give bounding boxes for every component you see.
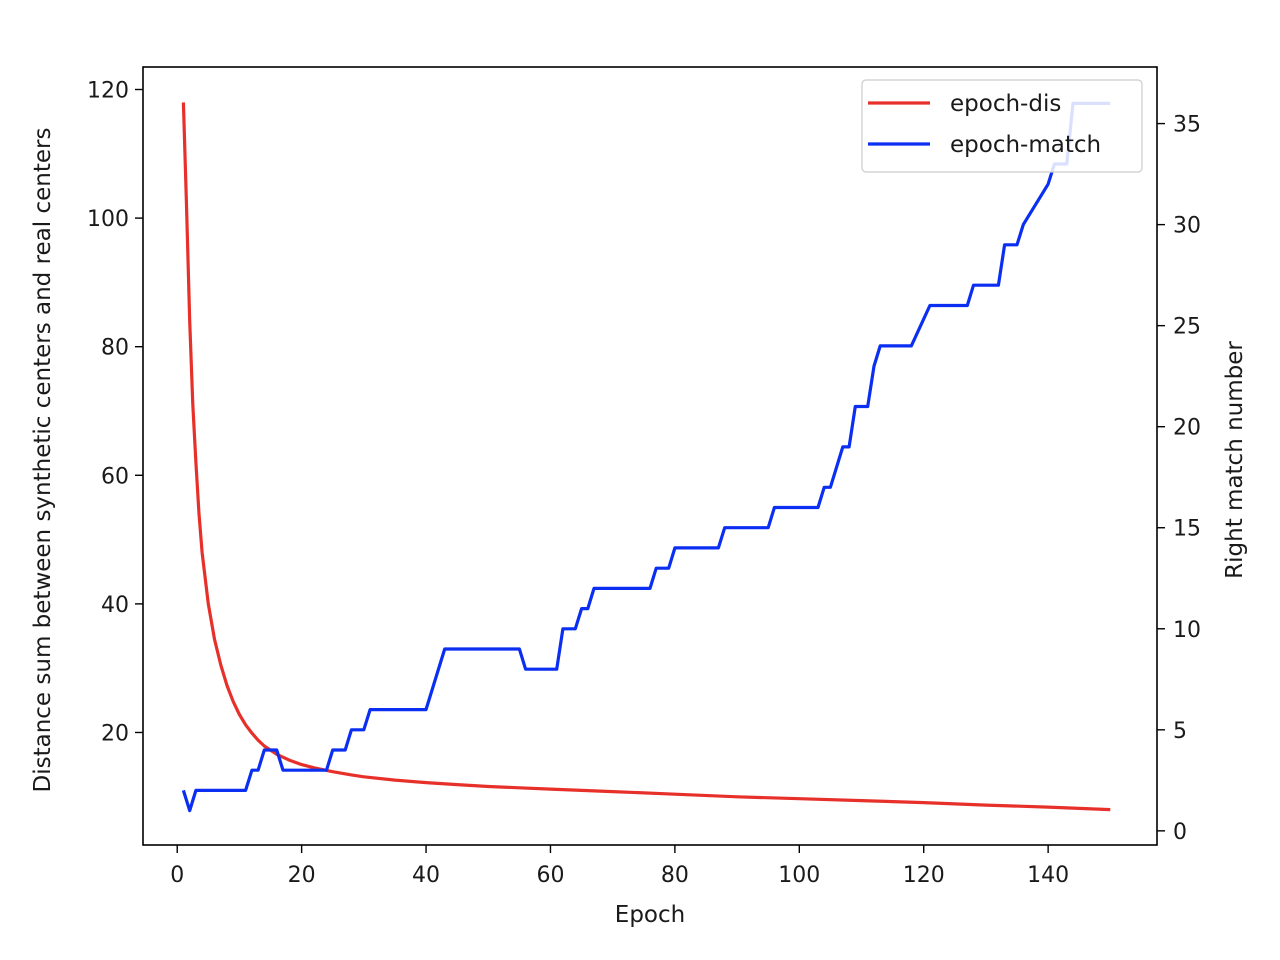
x-tick-label: 0 <box>170 863 184 888</box>
right-y-tick-label: 30 <box>1173 214 1201 239</box>
x-tick-label: 140 <box>1027 863 1069 888</box>
x-tick-label: 120 <box>903 863 945 888</box>
left-y-tick-label: 20 <box>101 721 129 746</box>
left-y-tick-label: 100 <box>87 207 129 232</box>
right-y-tick-label: 35 <box>1173 113 1201 138</box>
x-tick-label: 80 <box>661 863 689 888</box>
series-line-epoch-match <box>181 101 1111 813</box>
left-y-axis-ticks: 20 40 60 80 100 120 <box>87 79 143 746</box>
right-y-tick-label: 25 <box>1173 315 1201 340</box>
left-y-tick-label: 40 <box>101 593 129 618</box>
plot-frame <box>142 66 1158 846</box>
x-tick-label: 60 <box>536 863 564 888</box>
x-tick-label: 20 <box>288 863 316 888</box>
left-y-axis-label: Distance sum between synthetic centers a… <box>30 128 56 793</box>
x-tick-label: 100 <box>778 863 820 888</box>
right-y-tick-label: 10 <box>1173 618 1201 643</box>
right-y-axis-ticks: 0 5 10 15 20 25 30 35 <box>1157 113 1201 845</box>
legend-box <box>861 79 1143 173</box>
legend: epoch-dis epoch-match <box>861 79 1143 173</box>
left-y-tick-label: 120 <box>87 79 129 104</box>
right-y-axis-label: Right match number <box>1222 341 1248 579</box>
x-axis-label: Epoch <box>615 902 685 928</box>
legend-label-epoch-match: epoch-match <box>950 132 1101 158</box>
right-y-tick-label: 20 <box>1173 416 1201 441</box>
left-y-tick-label: 80 <box>101 336 129 361</box>
right-y-tick-label: 15 <box>1173 517 1201 542</box>
legend-label-epoch-dis: epoch-dis <box>950 91 1061 117</box>
series-layer <box>181 101 1111 813</box>
series-line-epoch-dis <box>181 102 1111 812</box>
right-y-tick-label: 5 <box>1173 719 1187 744</box>
left-y-tick-label: 60 <box>101 464 129 489</box>
x-tick-label: 40 <box>412 863 440 888</box>
x-axis-ticks: 0 20 40 60 80 100 120 140 <box>170 845 1069 888</box>
right-y-tick-label: 0 <box>1173 820 1187 845</box>
